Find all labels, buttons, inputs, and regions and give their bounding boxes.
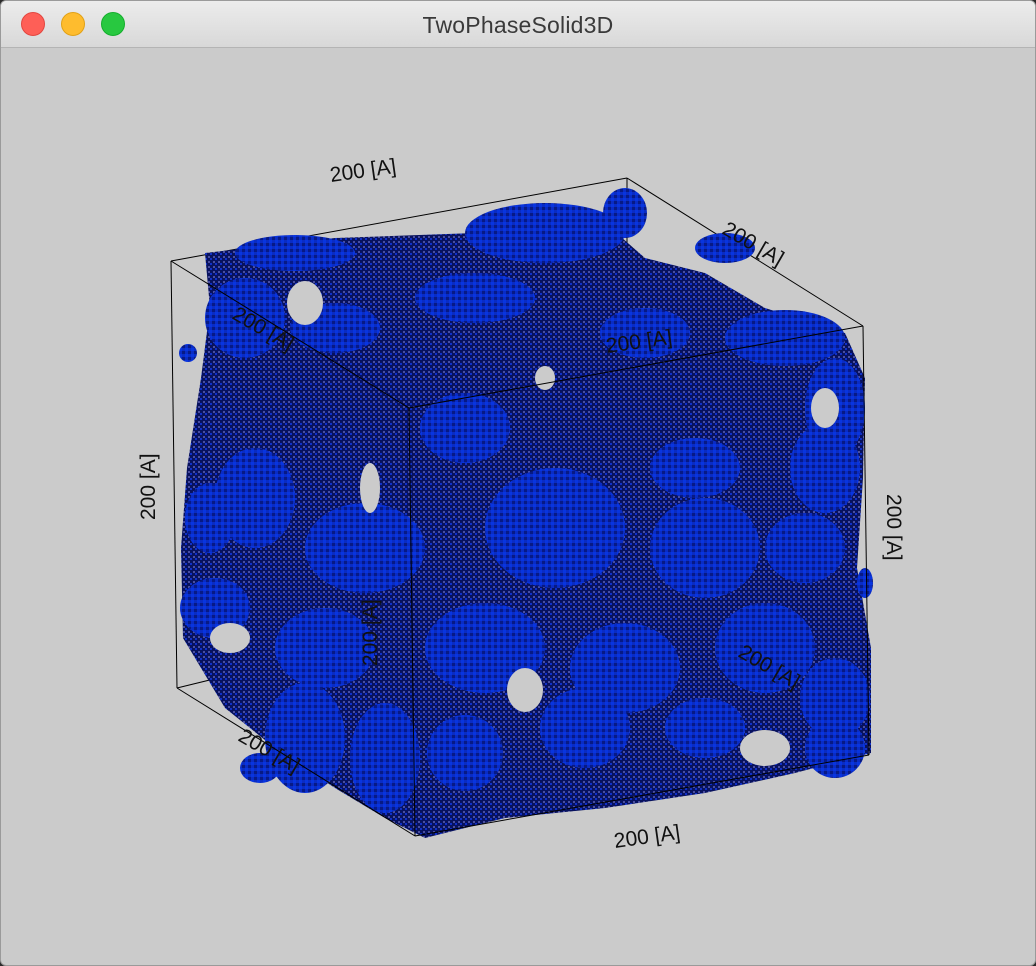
cube-frame-front — [170, 260, 870, 837]
window-title: TwoPhaseSolid3D — [422, 12, 614, 38]
3d-render-canvas[interactable]: 200 [A] 200 [A] 200 [A] 200 [A] 200 [A] … — [5, 48, 1031, 961]
close-window-button[interactable] — [21, 12, 45, 36]
axis-label-left-vertical: 200 [A] — [137, 453, 160, 520]
axis-label-bottom-front: 200 [A] — [612, 821, 681, 853]
axis-label-top-back: 200 [A] — [328, 155, 397, 187]
zoom-window-button[interactable] — [101, 12, 125, 36]
solid-phase-voxels — [179, 188, 873, 838]
voxel-scene[interactable]: 200 [A] 200 [A] 200 [A] 200 [A] 200 [A] … — [5, 48, 1031, 961]
axis-label-right-vertical: 200 [A] — [882, 494, 905, 561]
title-bar[interactable]: TwoPhaseSolid3D — [1, 1, 1035, 48]
minimize-window-button[interactable] — [61, 12, 85, 36]
axis-label-middle-vertical: 200 [A] — [359, 599, 382, 666]
